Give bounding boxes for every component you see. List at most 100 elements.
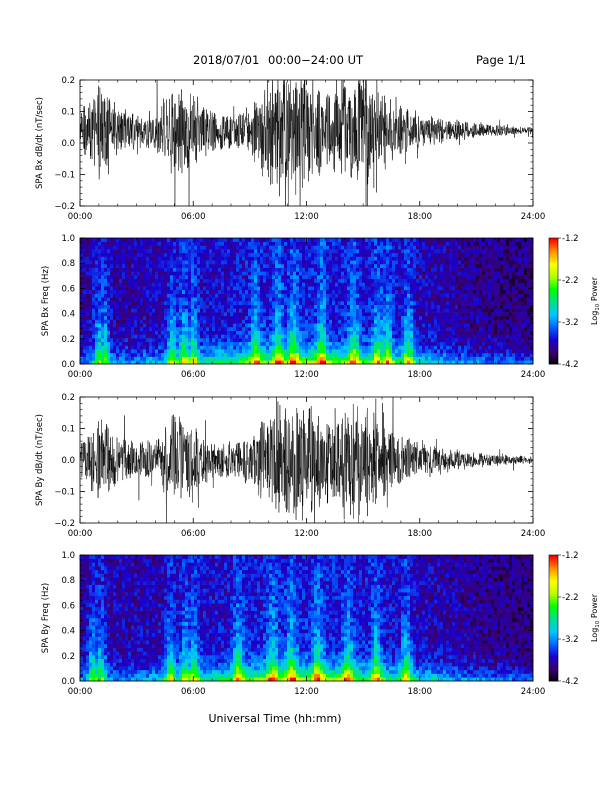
bx-spectrogram-cell (173, 267, 177, 272)
bx-spectrogram-cell (353, 241, 357, 246)
bx-spectrogram-cell (491, 312, 495, 317)
bx-spectrogram-cell (413, 297, 417, 302)
bx-spectrogram-cell (278, 238, 282, 243)
bx-spectrogram-cell (497, 345, 501, 350)
bx-spectrogram-cell (305, 263, 309, 268)
bx-spectrogram-cell (248, 282, 252, 287)
bx-spectrogram-cell (266, 297, 270, 302)
bx-spectrogram-cell (107, 330, 111, 335)
bx-spectrogram-cell (488, 356, 492, 361)
bx-spectrogram-cell (176, 360, 180, 365)
bx-spectrogram-cell (182, 289, 186, 294)
bx-spectrogram-cell (161, 304, 165, 309)
bx-spectrogram-cell (200, 334, 204, 339)
bx-spectrogram-cell (308, 260, 312, 265)
bx-spectrogram-cell (287, 326, 291, 331)
bx-spectrogram-cell (212, 326, 216, 331)
bx-spectrogram-cell (410, 267, 414, 272)
bx-spectrogram-cell (353, 349, 357, 354)
bx-spectrogram-cell (149, 293, 153, 298)
bx-spectrogram-cell (125, 360, 129, 365)
bx-spectrogram-cell (488, 238, 492, 243)
bx-spectrogram-cell (233, 267, 237, 272)
bx-spectrogram-cell (146, 260, 150, 265)
bx-spectrogram-cell (104, 308, 108, 313)
bx-spectrogram-cell (299, 349, 303, 354)
bx-spectrogram-cell (104, 271, 108, 276)
bx-spectrogram-cell (341, 312, 345, 317)
bx-spectrogram-cell (422, 349, 426, 354)
bx-spectrogram-cell (332, 293, 336, 298)
bx-spectrogram-cell (458, 334, 462, 339)
bx-spectrogram-cell (95, 282, 99, 287)
bx-spectrogram-cell (206, 349, 210, 354)
bx-spectrogram-cell (479, 334, 483, 339)
bx-spectrogram-cell (332, 356, 336, 361)
bx-spectrogram-cell (386, 341, 390, 346)
bx-spectrogram-cell (428, 345, 432, 350)
bx-spectrogram-cell (503, 286, 507, 291)
bx-spectrogram-cell (80, 238, 84, 243)
bx-spectrogram-cell (119, 241, 123, 246)
bx-spectrogram-cell (119, 297, 123, 302)
bx-spectrogram-cell (89, 286, 93, 291)
bx-spectrogram-cell (392, 252, 396, 257)
bx-spectrogram-cell (326, 249, 330, 254)
bx-spectrogram-cell (122, 301, 126, 306)
bx-spectrogram-cell (242, 341, 246, 346)
bx-spectrogram-cell (137, 289, 141, 294)
bx-spectrogram-cell (332, 241, 336, 246)
bx-spectrogram-cell (347, 338, 351, 343)
bx-spectrogram-cell (497, 293, 501, 298)
bx-spectrogram-cell (359, 245, 363, 250)
bx-spectrogram-cell (488, 338, 492, 343)
bx-spectrogram-cell (341, 338, 345, 343)
bx-spectrogram-cell (386, 301, 390, 306)
bx-spectrogram-cell (446, 245, 450, 250)
bx-spectrogram-cell (140, 245, 144, 250)
bx-spectrogram-cell (86, 334, 90, 339)
bx-spectrogram-cell (335, 323, 339, 328)
bx-spectrogram-cell (170, 271, 174, 276)
bx-spectrogram-cell (368, 293, 372, 298)
bx-spectrogram-cell (149, 312, 153, 317)
bx-spectrogram-cell (230, 360, 234, 365)
bx-spectrogram-cell (167, 260, 171, 265)
bx-spectrogram-cell (107, 263, 111, 268)
bx-spectrogram-cell (155, 304, 159, 309)
bx-spectrogram-cell (317, 360, 321, 365)
bx-spectrogram-cell (362, 349, 366, 354)
bx-spectrogram-cell (419, 341, 423, 346)
bx-spectrogram-cell (356, 319, 360, 324)
bx-spectrogram-cell (356, 301, 360, 306)
bx-spectrogram-cell (176, 238, 180, 243)
bx-spectrogram-cell (392, 271, 396, 276)
bx-spectrogram-cell (299, 301, 303, 306)
bx-spectrogram-cell (134, 271, 138, 276)
bx-spectrogram-cell (440, 312, 444, 317)
bx-spectrogram-cell (89, 282, 93, 287)
bx-spectrogram-cell (194, 360, 198, 365)
bx-spectrogram-cell (491, 301, 495, 306)
bx-spectrogram-cell (104, 256, 108, 261)
bx-spectrogram-cell (419, 263, 423, 268)
bx-spectrogram-cell (173, 275, 177, 280)
bx-spectrogram-cell (110, 282, 114, 287)
bx-spectrogram-cell (446, 326, 450, 331)
bx-spectrogram-cell (404, 260, 408, 265)
bx-spectrogram-cell (176, 252, 180, 257)
bx-spectrogram-cell (143, 289, 147, 294)
bx-spectrogram-cell (191, 356, 195, 361)
bx-spectrogram-cell (257, 252, 261, 257)
bx-spectrogram-cell (137, 315, 141, 320)
bx-spectrogram-cell (212, 308, 216, 313)
bx-spectrogram-cell (173, 245, 177, 250)
bx-spectrogram-cell (467, 241, 471, 246)
bx-spectrogram-cell (209, 297, 213, 302)
bx-spectrogram-cell (416, 319, 420, 324)
bx-spectrogram-cell (341, 256, 345, 261)
bx-spectrogram-cell (374, 256, 378, 261)
bx-spectrogram-cell (419, 289, 423, 294)
bx-spectrogram-cell (185, 345, 189, 350)
bx-spectrogram-cell (92, 352, 96, 357)
